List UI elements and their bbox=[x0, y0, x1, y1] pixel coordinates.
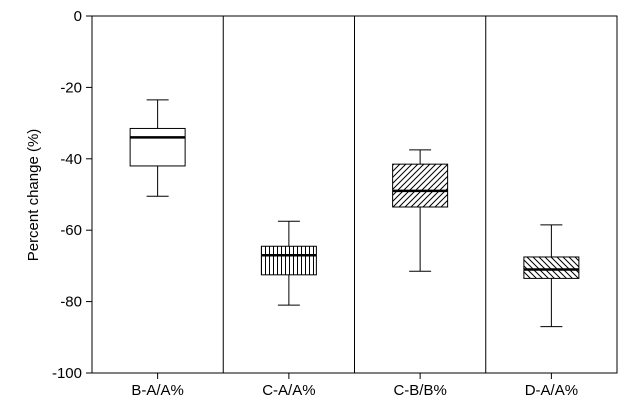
y-axis-title: Percent change (%) bbox=[25, 129, 42, 262]
y-tick-label: -60 bbox=[60, 222, 82, 239]
x-tick-label: C-B/B% bbox=[393, 382, 446, 399]
box bbox=[392, 163, 449, 208]
y-tick-label: -20 bbox=[60, 79, 82, 96]
x-tick-label: B-A/A% bbox=[131, 382, 184, 399]
box bbox=[523, 256, 580, 279]
x-tick-label: C-A/A% bbox=[262, 382, 315, 399]
y-tick-label: -100 bbox=[52, 365, 82, 382]
box bbox=[260, 245, 317, 276]
box bbox=[129, 127, 186, 167]
y-tick-label: -40 bbox=[60, 151, 82, 168]
y-tick-label: 0 bbox=[74, 8, 82, 25]
y-tick-label: -80 bbox=[60, 294, 82, 311]
x-tick-label: D-A/A% bbox=[525, 382, 578, 399]
